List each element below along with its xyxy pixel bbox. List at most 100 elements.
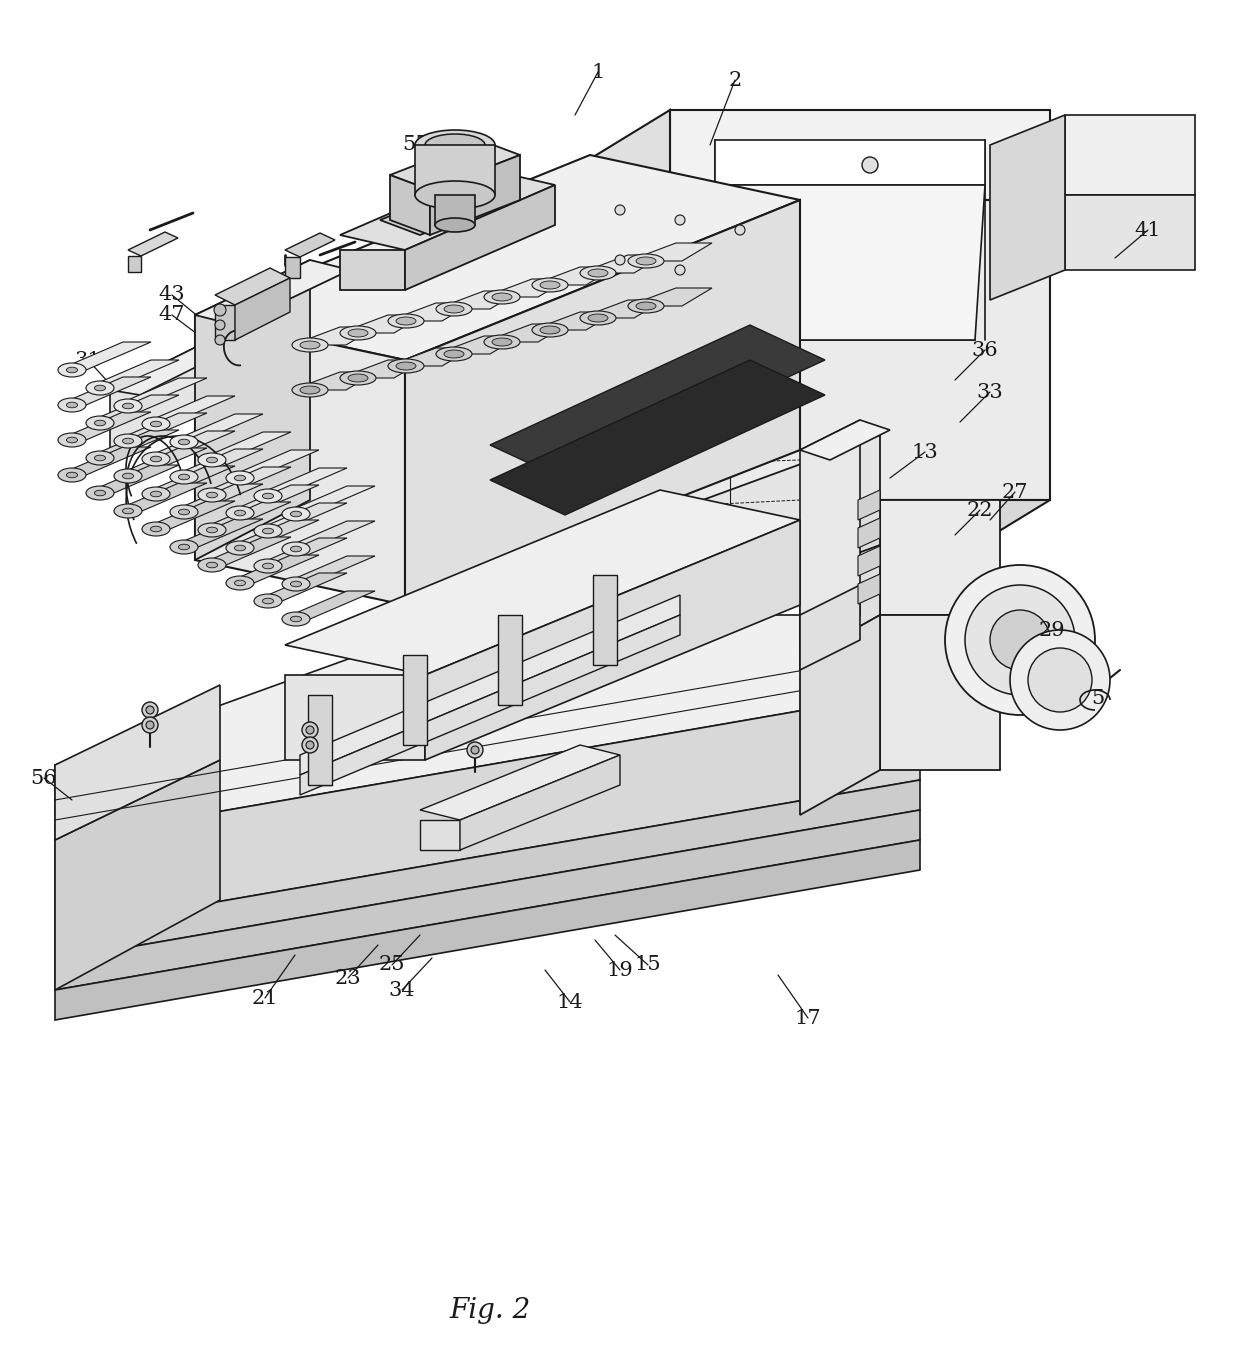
- Polygon shape: [858, 490, 880, 520]
- Circle shape: [146, 720, 154, 729]
- Polygon shape: [580, 500, 1050, 554]
- Polygon shape: [990, 114, 1065, 300]
- Polygon shape: [86, 360, 179, 388]
- Polygon shape: [114, 379, 207, 406]
- Ellipse shape: [198, 523, 226, 537]
- Polygon shape: [143, 396, 236, 424]
- Polygon shape: [110, 345, 229, 395]
- Circle shape: [306, 741, 314, 749]
- Ellipse shape: [263, 598, 274, 603]
- Polygon shape: [403, 655, 427, 745]
- Ellipse shape: [388, 315, 424, 328]
- Ellipse shape: [86, 486, 114, 500]
- Ellipse shape: [86, 451, 114, 464]
- Ellipse shape: [532, 278, 568, 291]
- Circle shape: [990, 610, 1050, 670]
- Polygon shape: [627, 287, 712, 306]
- Polygon shape: [195, 155, 800, 360]
- Polygon shape: [388, 302, 472, 321]
- Text: 23: 23: [335, 968, 361, 987]
- Polygon shape: [580, 255, 663, 272]
- Ellipse shape: [143, 522, 170, 537]
- Circle shape: [467, 742, 484, 759]
- Circle shape: [146, 706, 154, 714]
- Polygon shape: [170, 414, 263, 443]
- Text: 15: 15: [635, 956, 661, 974]
- Ellipse shape: [425, 133, 485, 157]
- Circle shape: [1011, 631, 1110, 730]
- Polygon shape: [55, 840, 920, 1020]
- Ellipse shape: [58, 433, 86, 447]
- Ellipse shape: [281, 542, 310, 556]
- Text: 22: 22: [967, 500, 993, 519]
- Circle shape: [862, 157, 878, 173]
- Text: 34: 34: [388, 981, 415, 1000]
- Ellipse shape: [435, 218, 475, 232]
- Ellipse shape: [436, 302, 472, 316]
- Polygon shape: [340, 360, 424, 379]
- Polygon shape: [195, 260, 310, 560]
- Polygon shape: [490, 326, 825, 479]
- Polygon shape: [215, 305, 236, 340]
- Polygon shape: [1065, 195, 1195, 270]
- Ellipse shape: [348, 375, 368, 381]
- Ellipse shape: [170, 505, 198, 519]
- Polygon shape: [340, 170, 556, 251]
- Ellipse shape: [234, 475, 246, 481]
- Polygon shape: [195, 315, 405, 605]
- Polygon shape: [58, 342, 151, 370]
- Ellipse shape: [123, 473, 134, 479]
- Ellipse shape: [206, 527, 217, 533]
- Ellipse shape: [234, 580, 246, 586]
- Polygon shape: [110, 345, 200, 455]
- Polygon shape: [484, 279, 568, 297]
- Ellipse shape: [263, 564, 274, 569]
- Polygon shape: [254, 469, 347, 496]
- Ellipse shape: [150, 421, 161, 426]
- Ellipse shape: [94, 490, 105, 496]
- Circle shape: [735, 225, 745, 236]
- Ellipse shape: [492, 338, 512, 346]
- Ellipse shape: [234, 545, 246, 550]
- Circle shape: [615, 255, 625, 266]
- Text: 5: 5: [1091, 689, 1105, 707]
- Ellipse shape: [94, 421, 105, 426]
- Polygon shape: [55, 691, 920, 930]
- Ellipse shape: [588, 315, 608, 321]
- Ellipse shape: [340, 326, 376, 340]
- Ellipse shape: [94, 455, 105, 460]
- Ellipse shape: [143, 417, 170, 430]
- Polygon shape: [580, 110, 670, 554]
- Ellipse shape: [627, 300, 663, 313]
- Polygon shape: [858, 546, 880, 576]
- Ellipse shape: [143, 452, 170, 466]
- Polygon shape: [627, 242, 712, 262]
- Text: 33: 33: [977, 383, 1003, 402]
- Ellipse shape: [532, 323, 568, 336]
- Circle shape: [215, 335, 224, 345]
- Polygon shape: [391, 174, 430, 236]
- Ellipse shape: [436, 347, 472, 361]
- Circle shape: [965, 586, 1075, 695]
- Ellipse shape: [114, 504, 143, 518]
- Ellipse shape: [290, 546, 301, 552]
- Ellipse shape: [388, 360, 424, 373]
- Polygon shape: [715, 140, 985, 185]
- Polygon shape: [532, 312, 616, 330]
- Ellipse shape: [170, 434, 198, 449]
- Ellipse shape: [170, 539, 198, 554]
- Ellipse shape: [123, 439, 134, 444]
- Polygon shape: [215, 268, 290, 305]
- Polygon shape: [281, 522, 374, 549]
- Polygon shape: [86, 464, 179, 493]
- Polygon shape: [281, 556, 374, 584]
- Text: 25: 25: [378, 956, 405, 974]
- Polygon shape: [391, 140, 520, 191]
- Polygon shape: [198, 467, 291, 494]
- Ellipse shape: [67, 402, 78, 407]
- Ellipse shape: [206, 563, 217, 568]
- Text: 17: 17: [795, 1008, 821, 1027]
- Polygon shape: [281, 486, 374, 513]
- Polygon shape: [420, 745, 620, 820]
- Polygon shape: [86, 395, 179, 424]
